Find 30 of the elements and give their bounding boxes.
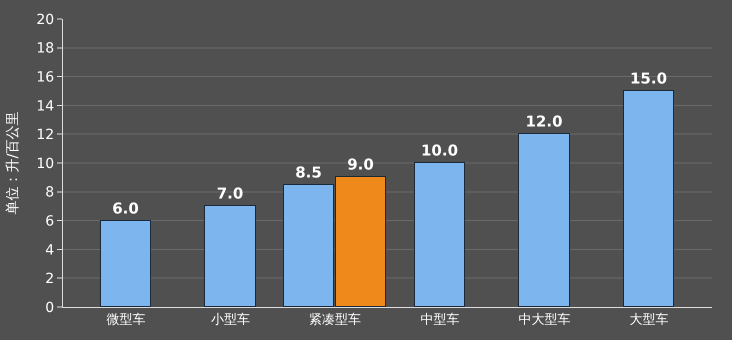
data-label: 10.0 <box>420 142 458 160</box>
data-label: 9.0 <box>347 156 374 174</box>
data-label: 6.0 <box>112 200 139 218</box>
bar <box>100 220 151 307</box>
bar <box>518 133 570 307</box>
x-tick-label: 微型车 <box>106 312 146 328</box>
y-tick-label: 16 <box>36 70 54 86</box>
data-label: 7.0 <box>216 184 244 202</box>
y-tick-label: 8 <box>45 184 54 201</box>
x-tick-label: 紧凑型车 <box>309 312 362 328</box>
bar <box>623 90 674 307</box>
x-tick-label: 中型车 <box>420 312 460 328</box>
y-tick-label: 12 <box>36 127 54 144</box>
y-tick-label: 0 <box>45 300 54 316</box>
y-tick-label: 6 <box>45 214 54 230</box>
bar <box>414 162 465 307</box>
y-tick-label: 20 <box>36 12 54 28</box>
x-tick-label: 大型车 <box>630 312 669 328</box>
y-tick-label: 10 <box>36 156 54 172</box>
y-tick-label: 18 <box>36 40 54 57</box>
y-tick-label: 2 <box>45 271 54 288</box>
y-tick-label: 14 <box>36 98 54 114</box>
y-tick-label: 4 <box>45 242 54 258</box>
bar <box>204 205 256 307</box>
y-axis-title: 单位：升/百公里 <box>4 112 21 214</box>
data-label: 12.0 <box>525 112 563 130</box>
data-label: 15.0 <box>630 70 668 88</box>
x-tick-label: 小型车 <box>210 312 250 328</box>
data-label: 8.5 <box>295 164 322 182</box>
x-tick-label: 中大型车 <box>518 312 571 328</box>
